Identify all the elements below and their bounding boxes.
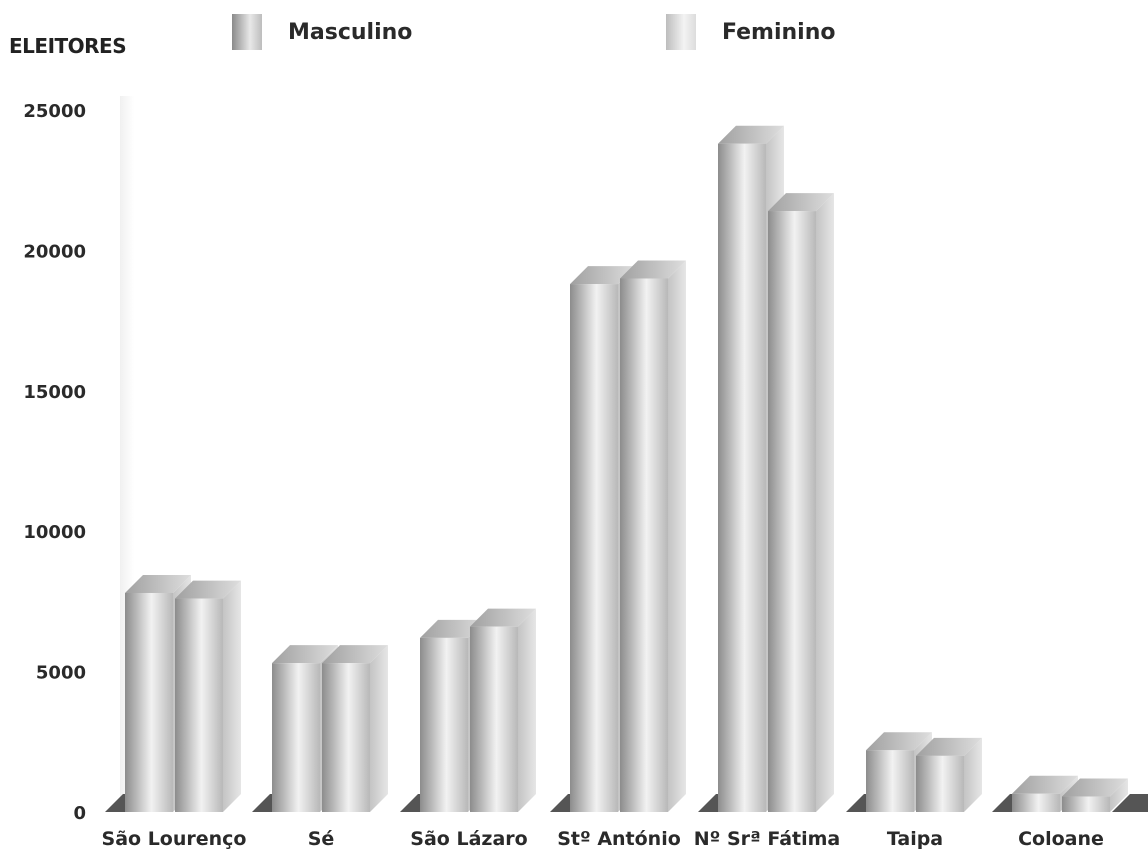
bar-top (420, 619, 486, 638)
bar-feminino-6 (1062, 778, 1128, 812)
bar-top (322, 645, 388, 664)
y-tick-label: 15000 (23, 382, 86, 403)
x-tick-label: Sé (308, 828, 335, 850)
bar-feminino-2 (470, 608, 536, 812)
bar-front (1062, 796, 1110, 812)
bar-feminino-3 (620, 260, 686, 813)
x-tick-label: Nº Srª Fátima (694, 828, 841, 850)
bar-top (916, 737, 982, 756)
x-tick-label: Taipa (887, 828, 943, 850)
bar-front (718, 143, 766, 813)
legend-swatch-feminino (666, 14, 696, 50)
bar-feminino-1 (322, 645, 388, 812)
bar-top (570, 266, 636, 285)
floor-segment (1112, 794, 1148, 812)
bar-masculino-6 (1012, 775, 1078, 812)
bar-side (964, 737, 982, 812)
bar-side (370, 645, 388, 812)
bar-front (866, 750, 914, 812)
x-tick-label: Stº António (557, 828, 681, 850)
bar-top (768, 193, 834, 212)
bar-top (620, 260, 686, 279)
legend-label-masculino: Masculino (288, 19, 413, 45)
y-tick-label: 0 (73, 803, 86, 824)
y-tick-label: 20000 (23, 241, 86, 262)
legend-label-feminino: Feminino (722, 19, 836, 45)
x-tick-label: Coloane (1018, 828, 1104, 850)
bar-top (718, 125, 784, 144)
bar-top (125, 574, 191, 593)
bar-front (1012, 793, 1060, 812)
bar-top (1062, 778, 1128, 797)
bar-side (668, 260, 686, 813)
x-tick-label: São Lázaro (410, 828, 527, 850)
bar-front (175, 598, 223, 812)
bar-top (866, 732, 932, 751)
bar-top (272, 645, 338, 664)
legend-item-masculino: Masculino (232, 14, 412, 50)
bar-side (816, 193, 834, 812)
bar-front (125, 592, 173, 812)
y-tick-label: 5000 (36, 663, 86, 684)
bar-side (223, 580, 241, 812)
bar-front (470, 626, 518, 812)
y-axis-label: ELEITORES (9, 34, 127, 58)
bar-side (518, 608, 536, 812)
y-tick-label: 25000 (23, 101, 86, 122)
legend-item-feminino: Feminino (666, 14, 836, 50)
x-tick-label: São Lourenço (102, 828, 247, 850)
bar-front (620, 278, 668, 813)
bar-front (916, 755, 964, 812)
legend-swatch-masculino (232, 14, 262, 50)
bar-top (175, 580, 241, 599)
bar-front (768, 211, 816, 812)
bar-top (470, 608, 536, 627)
bar-front (322, 663, 370, 812)
bar-front (570, 284, 618, 812)
bar-side (1110, 778, 1128, 812)
bar-front (272, 663, 320, 812)
bar-feminino-0 (175, 580, 241, 812)
bar-feminino-4 (768, 193, 834, 812)
bar-top (1012, 775, 1078, 794)
y-tick-label: 10000 (23, 522, 86, 543)
bar-front (420, 637, 468, 812)
bar-feminino-5 (916, 737, 982, 812)
